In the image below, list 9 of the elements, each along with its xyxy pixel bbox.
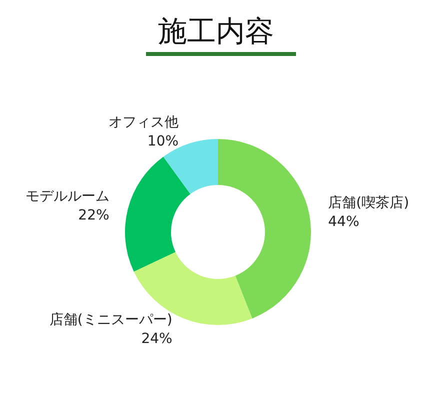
data-label: 44% xyxy=(328,214,360,230)
data-label: 24% xyxy=(141,331,172,348)
data-label: 22% xyxy=(78,207,110,224)
slice-label: モデルルーム xyxy=(25,188,110,204)
slice-label: オフィス他 xyxy=(108,114,179,131)
slice-label: 店舗(ミニスーパー) xyxy=(49,312,172,328)
slice-label: 店舗(喫茶店) xyxy=(328,194,410,211)
data-label: 10% xyxy=(147,134,179,150)
chart-title: 施工内容 xyxy=(157,13,275,50)
